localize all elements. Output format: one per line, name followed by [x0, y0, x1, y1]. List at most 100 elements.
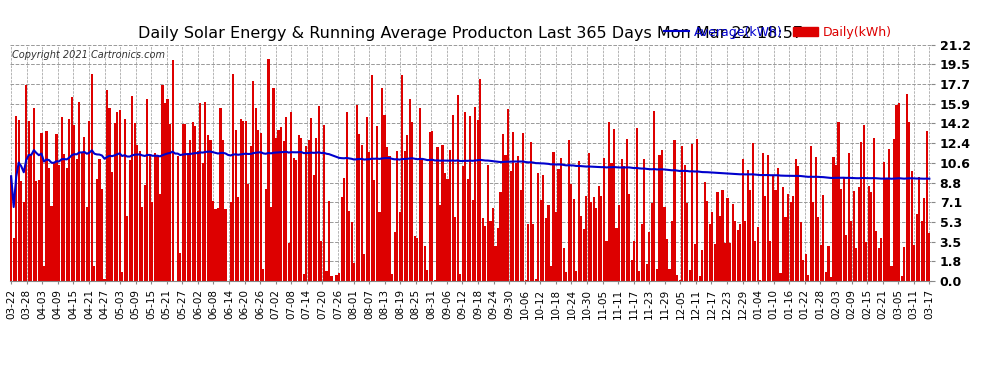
- Bar: [600, 196, 603, 281]
- Bar: [176, 156, 179, 281]
- Bar: [782, 187, 784, 281]
- Bar: [396, 151, 398, 281]
- Bar: [23, 202, 25, 281]
- Bar: [505, 155, 507, 281]
- Bar: [272, 88, 274, 281]
- Bar: [124, 119, 126, 281]
- Bar: [338, 273, 341, 281]
- Bar: [583, 229, 585, 281]
- Bar: [734, 222, 737, 281]
- Bar: [134, 123, 136, 281]
- Bar: [530, 142, 532, 281]
- Bar: [131, 96, 134, 281]
- Bar: [926, 130, 928, 281]
- Bar: [921, 221, 923, 281]
- Bar: [282, 141, 285, 281]
- Bar: [641, 224, 643, 281]
- Bar: [870, 192, 872, 281]
- Bar: [875, 231, 877, 281]
- Bar: [38, 180, 40, 281]
- Bar: [888, 149, 890, 281]
- Bar: [706, 201, 709, 281]
- Bar: [540, 201, 542, 281]
- Bar: [393, 232, 396, 281]
- Bar: [759, 280, 761, 281]
- Bar: [427, 270, 429, 281]
- Bar: [535, 279, 537, 281]
- Bar: [404, 150, 406, 281]
- Bar: [784, 217, 787, 281]
- Bar: [277, 130, 279, 281]
- Bar: [230, 201, 232, 281]
- Bar: [336, 275, 338, 281]
- Bar: [295, 160, 297, 281]
- Bar: [391, 274, 393, 281]
- Bar: [645, 264, 647, 281]
- Bar: [252, 81, 254, 281]
- Bar: [114, 123, 116, 281]
- Bar: [862, 125, 865, 281]
- Bar: [746, 170, 748, 281]
- Bar: [73, 125, 75, 281]
- Bar: [411, 122, 413, 281]
- Bar: [98, 159, 101, 281]
- Bar: [661, 150, 663, 281]
- Bar: [414, 236, 416, 281]
- Bar: [257, 130, 259, 281]
- Bar: [840, 189, 842, 281]
- Bar: [471, 200, 474, 281]
- Bar: [50, 206, 52, 281]
- Bar: [91, 74, 93, 281]
- Bar: [570, 184, 572, 281]
- Bar: [903, 247, 905, 281]
- Bar: [845, 235, 847, 281]
- Bar: [265, 189, 267, 281]
- Bar: [388, 156, 391, 281]
- Bar: [75, 159, 78, 281]
- Legend: Average(kWh), Daily(kWh): Average(kWh), Daily(kWh): [659, 21, 897, 44]
- Bar: [924, 198, 926, 281]
- Bar: [189, 140, 191, 281]
- Bar: [883, 162, 885, 281]
- Bar: [197, 151, 199, 281]
- Bar: [232, 74, 235, 281]
- Bar: [78, 102, 80, 281]
- Bar: [348, 211, 350, 281]
- Bar: [611, 163, 613, 281]
- Bar: [598, 186, 600, 281]
- Bar: [137, 145, 139, 281]
- Bar: [93, 266, 95, 281]
- Bar: [363, 254, 365, 281]
- Bar: [820, 245, 822, 281]
- Bar: [290, 112, 292, 281]
- Bar: [215, 209, 217, 281]
- Bar: [878, 248, 880, 281]
- Bar: [628, 194, 631, 281]
- Bar: [717, 192, 719, 281]
- Bar: [668, 268, 670, 281]
- Bar: [631, 261, 633, 281]
- Bar: [360, 145, 363, 281]
- Bar: [487, 165, 489, 281]
- Bar: [709, 224, 711, 281]
- Bar: [466, 179, 469, 281]
- Bar: [787, 194, 789, 281]
- Bar: [437, 147, 439, 281]
- Bar: [650, 203, 653, 281]
- Bar: [497, 228, 499, 281]
- Bar: [482, 218, 484, 281]
- Bar: [220, 108, 222, 281]
- Bar: [565, 272, 567, 281]
- Bar: [795, 159, 797, 281]
- Bar: [227, 280, 229, 281]
- Bar: [43, 266, 45, 281]
- Bar: [461, 166, 463, 281]
- Bar: [401, 75, 403, 281]
- Bar: [769, 241, 771, 281]
- Bar: [857, 187, 859, 281]
- Bar: [623, 166, 626, 281]
- Bar: [810, 146, 812, 281]
- Bar: [544, 218, 547, 281]
- Bar: [732, 204, 734, 281]
- Bar: [911, 171, 913, 281]
